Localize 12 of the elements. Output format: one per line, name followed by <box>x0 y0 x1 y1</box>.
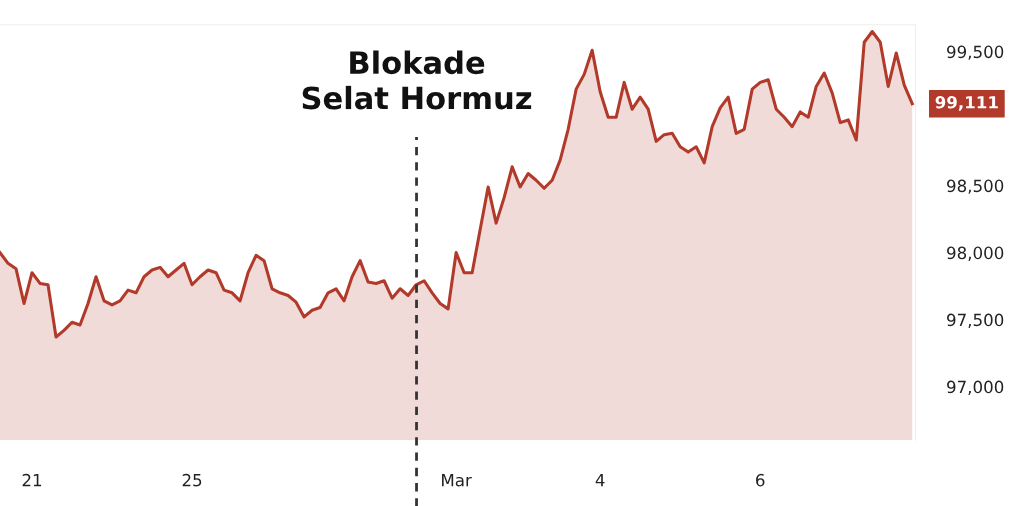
x-tick-label: 6 <box>756 473 765 487</box>
x-tick-label: Mar <box>442 474 472 487</box>
y-tick-label: 97,500 <box>947 313 1004 328</box>
annotation: Blokade Selat Hormuz <box>302 50 532 110</box>
y-tick-label: 98,500 <box>947 179 1004 194</box>
x-tick-label: 25 <box>182 473 202 487</box>
y-tick-label: 97,000 <box>947 380 1004 395</box>
y-tick-label: 99,500 <box>947 45 1004 60</box>
data-label: 99,111 <box>935 95 998 111</box>
y-tick-label: 98,000 <box>947 246 1004 261</box>
x-tick-label: 4 <box>595 474 605 487</box>
x-tick-label: 21 <box>22 473 42 487</box>
